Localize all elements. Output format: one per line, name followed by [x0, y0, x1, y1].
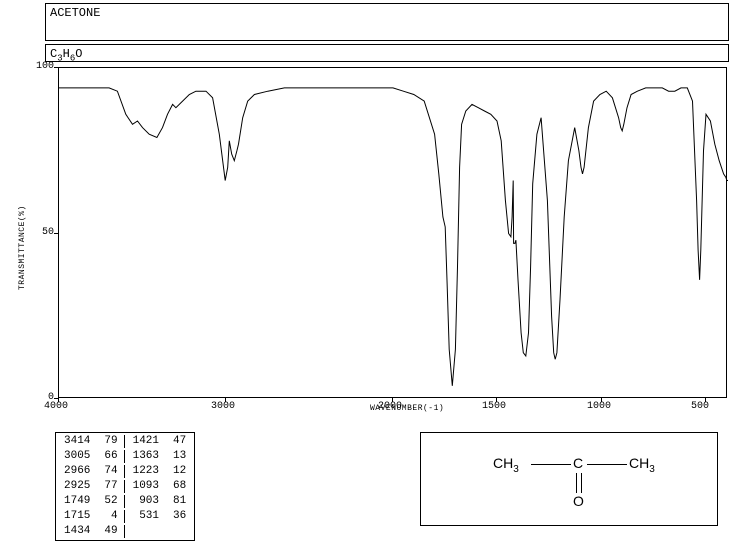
mol-center: C [573, 455, 583, 471]
bond-left [531, 464, 571, 465]
compound-title: ACETONE [50, 6, 100, 20]
mol-right: CH3 [629, 455, 655, 475]
x-tick-label: 1000 [587, 401, 611, 412]
mol-left: CH3 [493, 455, 519, 475]
spectrum-chart [58, 67, 727, 398]
table-row: 17495290381 [58, 495, 192, 508]
bond-down-2 [581, 473, 582, 493]
x-tick-label: 2000 [378, 401, 402, 412]
spectrum-line [59, 68, 728, 399]
mol-bottom: O [573, 493, 584, 509]
table-row: 143449 [58, 525, 192, 538]
peak-table: 341479142147 300566136313 296674122312 2925… [55, 432, 195, 541]
formula: C3H6O [50, 47, 82, 61]
y-tick-label: 50 [32, 227, 54, 238]
table-row: 300566136313 [58, 450, 192, 463]
x-tick-label: 4000 [44, 401, 68, 412]
formula-box: C3H6O [45, 44, 729, 62]
x-tick-label: 3000 [211, 401, 235, 412]
peak-table-body: 341479142147 300566136313 296674122312 2925… [56, 433, 194, 540]
table-row: 341479142147 [58, 435, 192, 448]
bond-down-1 [576, 473, 577, 493]
structure-box: CH3 C CH3 O [420, 432, 718, 526]
table-row: 292577109368 [58, 480, 192, 493]
bond-right [587, 464, 627, 465]
x-tick-label: 500 [691, 401, 709, 412]
compound-title-box: ACETONE [45, 3, 729, 41]
y-tick-label: 100 [32, 61, 54, 72]
y-axis-title: TRANSMITTANCE(%) [18, 205, 27, 290]
x-tick-label: 1500 [482, 401, 506, 412]
table-row: 296674122312 [58, 465, 192, 478]
table-row: 1715453136 [58, 510, 192, 523]
